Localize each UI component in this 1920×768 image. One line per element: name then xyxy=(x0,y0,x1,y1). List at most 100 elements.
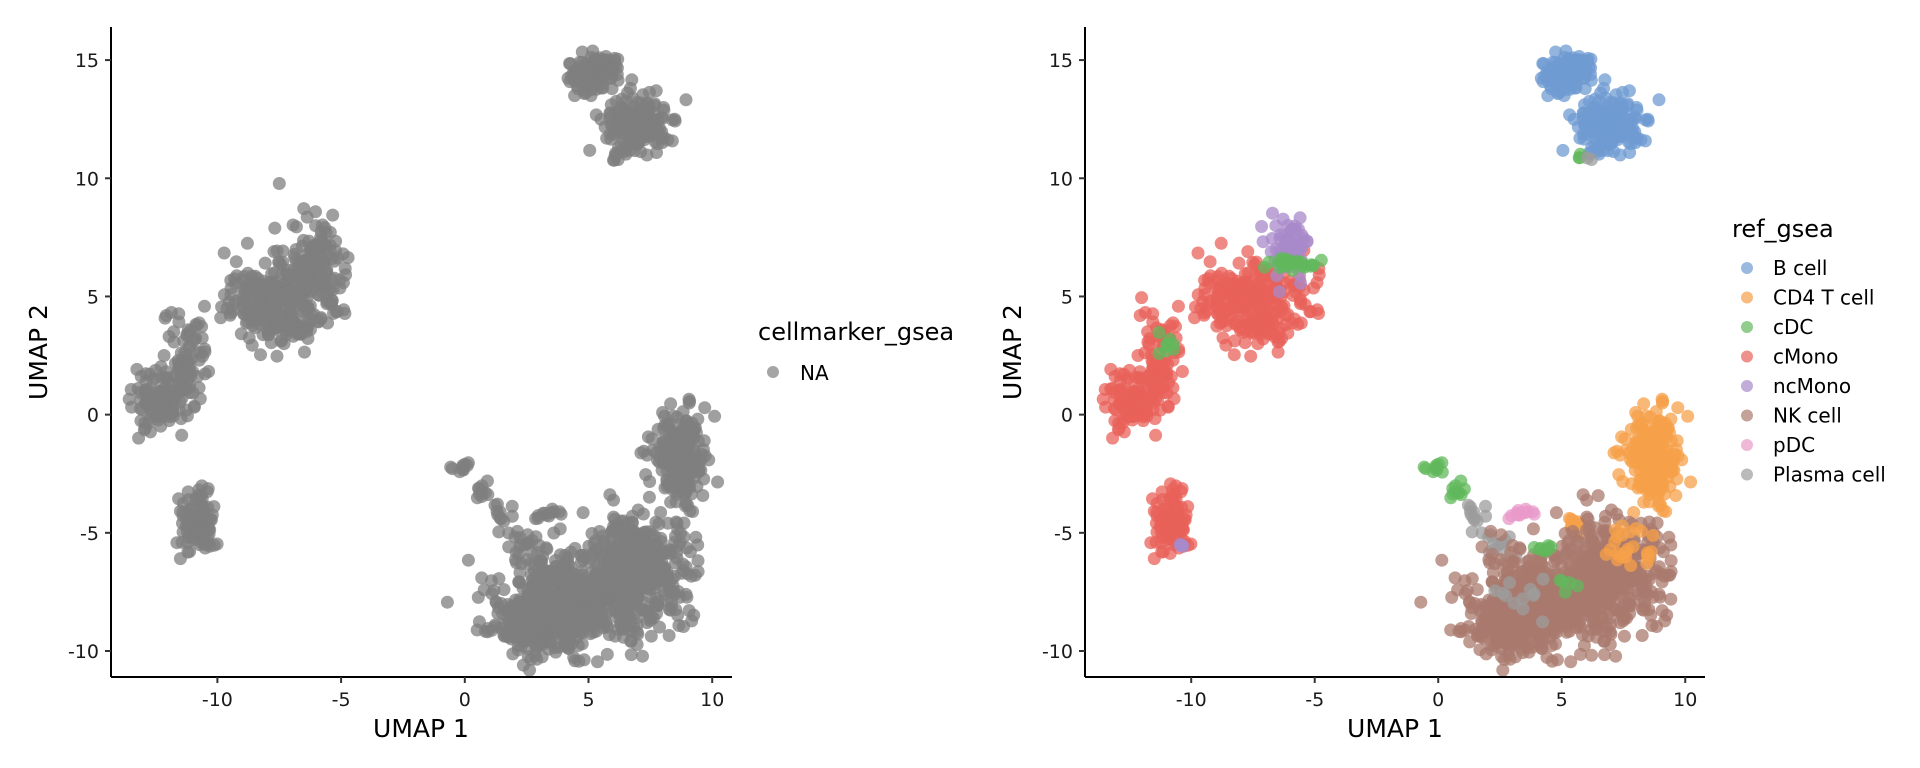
data-point xyxy=(581,56,595,70)
data-point xyxy=(1655,604,1669,618)
data-point xyxy=(1271,345,1285,359)
data-point xyxy=(612,586,626,599)
data-point xyxy=(685,433,699,447)
data-point xyxy=(328,254,341,268)
data-point xyxy=(682,604,696,618)
data-point xyxy=(691,538,705,552)
data-point xyxy=(664,495,678,509)
data-point xyxy=(241,315,255,329)
data-point xyxy=(338,262,352,275)
legend-label: cDC xyxy=(1773,315,1813,339)
data-point xyxy=(521,528,535,542)
data-point xyxy=(691,554,705,568)
data-point xyxy=(661,574,675,588)
data-point xyxy=(583,555,597,569)
data-point xyxy=(558,548,572,562)
data-point xyxy=(1176,539,1190,553)
data-point xyxy=(1266,206,1279,220)
data-point xyxy=(300,210,314,224)
data-point xyxy=(1570,579,1584,593)
data-point xyxy=(711,475,725,489)
data-point xyxy=(1479,647,1493,661)
data-point xyxy=(1175,365,1189,378)
legend-key xyxy=(1741,262,1753,274)
data-point xyxy=(1655,392,1669,406)
y-tick-label: -5 xyxy=(80,523,99,545)
data-point xyxy=(667,585,681,599)
data-point xyxy=(1431,457,1445,471)
data-point xyxy=(217,246,231,260)
data-point xyxy=(1609,649,1623,663)
data-point xyxy=(187,399,201,413)
data-point xyxy=(475,490,489,503)
data-point xyxy=(1099,400,1113,414)
data-point xyxy=(1146,492,1159,506)
data-point xyxy=(1497,652,1511,666)
data-point xyxy=(175,428,189,442)
data-point xyxy=(1544,61,1558,75)
data-point xyxy=(154,360,168,374)
data-point xyxy=(656,111,669,125)
legend-label-na: NA xyxy=(800,361,829,385)
data-point xyxy=(625,584,639,598)
data-point xyxy=(220,302,234,315)
data-point xyxy=(1664,554,1678,568)
data-point xyxy=(1577,132,1591,146)
y-tick-label: 15 xyxy=(1049,50,1073,72)
data-point xyxy=(629,557,643,571)
data-point xyxy=(134,393,148,407)
data-point xyxy=(1554,605,1568,619)
data-point xyxy=(1620,127,1633,141)
data-point xyxy=(198,299,211,313)
data-point xyxy=(175,391,189,405)
data-point xyxy=(327,306,340,320)
y-tick-label: 10 xyxy=(1049,168,1073,190)
y-tick-label: 5 xyxy=(1061,286,1073,308)
data-point xyxy=(271,321,285,335)
data-point xyxy=(1533,542,1547,556)
data-point xyxy=(460,458,474,472)
data-point xyxy=(1637,397,1651,411)
data-point xyxy=(1607,446,1621,460)
data-point xyxy=(563,612,577,626)
data-point xyxy=(303,242,317,256)
data-point xyxy=(1133,365,1147,379)
data-point xyxy=(642,490,656,504)
legend-key xyxy=(1741,321,1753,333)
data-point xyxy=(162,384,176,398)
data-point xyxy=(1574,60,1587,74)
legend-key xyxy=(1741,350,1753,363)
data-point xyxy=(1238,336,1252,350)
data-point xyxy=(1496,586,1510,600)
y-tick-label: -10 xyxy=(68,641,99,663)
data-point xyxy=(1451,583,1465,597)
data-point xyxy=(1131,400,1145,414)
data-point xyxy=(1175,482,1189,496)
data-point xyxy=(1215,278,1229,292)
data-point xyxy=(1630,101,1644,114)
data-point xyxy=(1239,298,1253,312)
data-point xyxy=(1635,574,1648,588)
data-point xyxy=(1615,519,1629,533)
data-point xyxy=(1146,403,1160,417)
legend-key-na xyxy=(767,366,779,378)
data-point xyxy=(1545,73,1559,87)
data-point xyxy=(491,607,505,620)
data-point xyxy=(575,564,589,578)
data-point xyxy=(1166,316,1180,330)
data-point xyxy=(641,575,655,589)
data-point xyxy=(268,266,282,280)
data-point xyxy=(1484,524,1498,538)
data-point xyxy=(172,379,186,393)
data-point xyxy=(319,264,333,278)
data-point xyxy=(1563,624,1577,638)
data-point xyxy=(1503,576,1516,590)
data-point xyxy=(1147,552,1161,566)
data-point xyxy=(655,463,669,477)
data-point xyxy=(270,244,284,258)
data-point xyxy=(1524,559,1538,573)
legend-key xyxy=(1741,439,1753,451)
data-point xyxy=(1141,335,1155,349)
data-point xyxy=(1513,508,1527,522)
